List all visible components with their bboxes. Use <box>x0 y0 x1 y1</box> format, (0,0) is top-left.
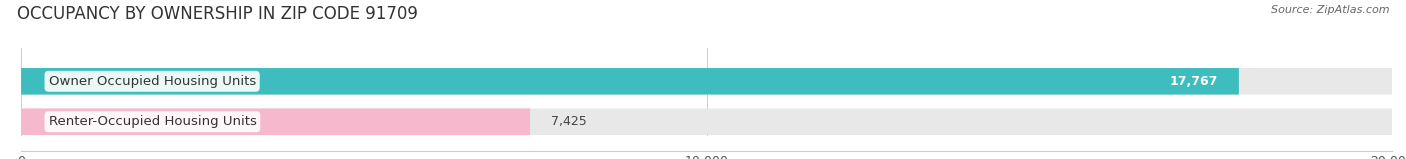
FancyBboxPatch shape <box>21 108 1392 135</box>
Text: Source: ZipAtlas.com: Source: ZipAtlas.com <box>1271 5 1389 15</box>
FancyBboxPatch shape <box>21 108 530 135</box>
Text: OCCUPANCY BY OWNERSHIP IN ZIP CODE 91709: OCCUPANCY BY OWNERSHIP IN ZIP CODE 91709 <box>17 5 418 23</box>
Text: 17,767: 17,767 <box>1170 75 1219 88</box>
Text: Renter-Occupied Housing Units: Renter-Occupied Housing Units <box>48 115 256 128</box>
FancyBboxPatch shape <box>21 68 1392 95</box>
Text: 7,425: 7,425 <box>551 115 586 128</box>
FancyBboxPatch shape <box>21 68 1239 95</box>
Text: Owner Occupied Housing Units: Owner Occupied Housing Units <box>48 75 256 88</box>
